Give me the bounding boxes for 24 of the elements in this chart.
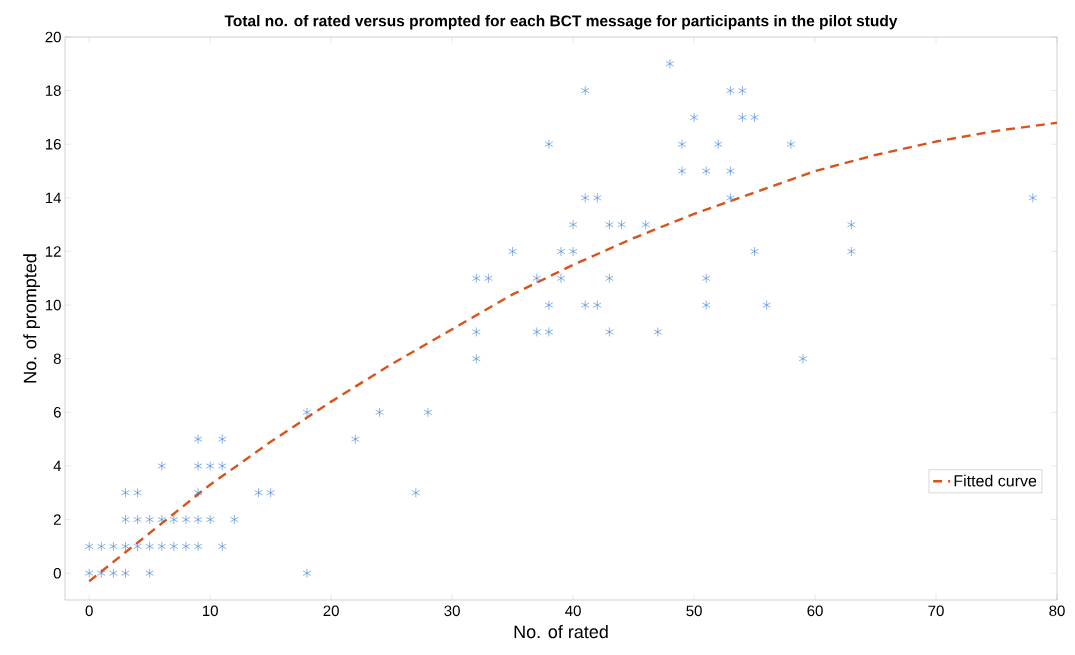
- y-tick-label: 16: [45, 138, 61, 150]
- x-tick-label: 20: [323, 605, 339, 617]
- y-tick-label: 18: [45, 85, 61, 96]
- x-tick-label: 60: [807, 605, 823, 617]
- y-tick-label: 0: [53, 567, 61, 579]
- y-tick-label: 14: [45, 192, 62, 204]
- x-axis-title: No. of rated: [514, 624, 608, 639]
- x-tick-label: 10: [202, 605, 218, 617]
- y-tick-label: 20: [45, 31, 61, 43]
- y-axis-title: No. of prompted: [23, 254, 40, 383]
- y-tick-label: 10: [45, 299, 61, 311]
- x-tick-label: 0: [85, 605, 93, 617]
- x-tick-label: 80: [1049, 605, 1065, 617]
- x-tick-label: 30: [444, 605, 460, 617]
- y-tick-label: 8: [53, 353, 61, 365]
- x-tick-label: 50: [686, 605, 702, 617]
- x-tick-label: 40: [565, 605, 581, 617]
- legend-label: Fitted curve: [954, 474, 1037, 487]
- y-tick-label: 2: [53, 514, 61, 525]
- y-tick-label: 12: [45, 246, 61, 257]
- y-tick-label: 6: [53, 407, 61, 418]
- chart-title: Total no. of rated versus prompted for each BCT message for participants in the pilot study: [224, 14, 898, 30]
- x-tick-label: 70: [928, 605, 944, 617]
- y-tick-label: 4: [53, 460, 62, 472]
